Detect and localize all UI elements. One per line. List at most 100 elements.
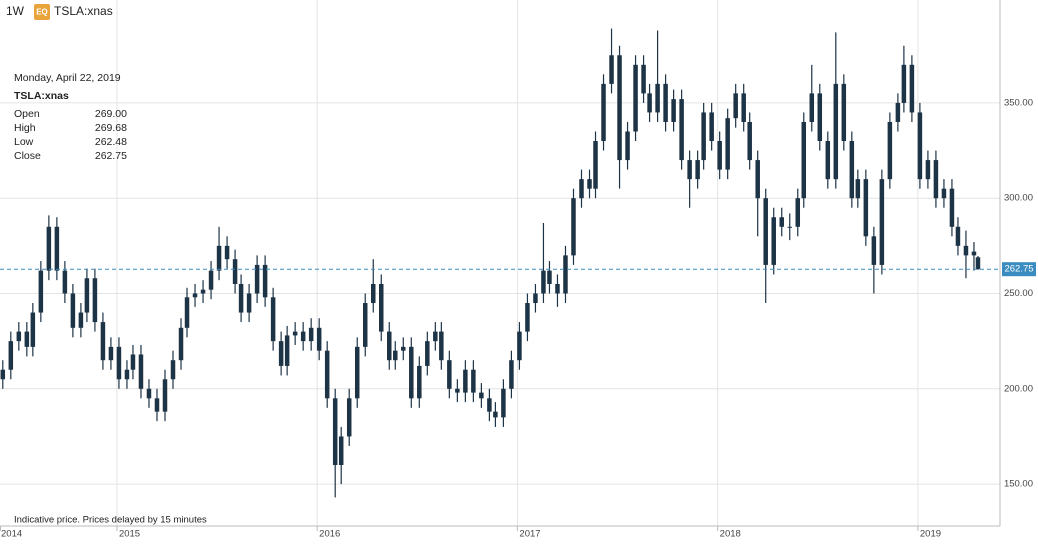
candle-body [393, 350, 398, 361]
candle-body [795, 198, 801, 227]
candle-body [246, 293, 252, 313]
candle-body [409, 346, 414, 399]
symbol[interactable]: TSLA:xnas [54, 4, 113, 18]
candle-body [571, 198, 576, 256]
tooltip-label: High [14, 122, 36, 134]
candle-body [362, 303, 368, 347]
candle-body [971, 251, 977, 256]
candle-body [841, 83, 847, 142]
candle-body [741, 93, 746, 122]
candle-body [541, 270, 546, 294]
interval[interactable]: 1W [6, 4, 25, 18]
candle-body [525, 303, 530, 332]
last-price-box [1002, 262, 1036, 277]
candle-body [901, 64, 907, 103]
candle-body [124, 369, 130, 380]
candle-body [224, 245, 230, 260]
candle-body [849, 141, 855, 199]
candle-body [655, 83, 660, 113]
candle-body [641, 64, 646, 94]
candle-body [38, 270, 44, 313]
candle-body [787, 226, 792, 228]
candle-body [501, 388, 506, 418]
candle-body [855, 179, 861, 199]
candle-body [695, 160, 700, 180]
candle-body [232, 259, 238, 284]
candle-body [16, 331, 22, 342]
candle-body [324, 350, 330, 399]
candle-body [354, 346, 360, 399]
candle-body [463, 369, 468, 393]
y-tick-label: 150.00 [1004, 479, 1033, 490]
x-tick-label: 2019 [920, 529, 941, 540]
candle-body [533, 293, 538, 304]
candle-body [387, 331, 392, 361]
candle-body [909, 64, 915, 113]
candle-body [278, 341, 284, 366]
tooltip-value: 262.48 [95, 136, 127, 148]
candle-body [379, 283, 384, 332]
candle-body [54, 226, 60, 271]
candle-body [887, 121, 893, 180]
candle-body [701, 112, 706, 161]
candle-body [771, 217, 776, 265]
candle-body [755, 160, 760, 199]
last-price-label: 262.75 [1004, 264, 1033, 275]
candle-body [717, 141, 722, 170]
candle-body [433, 331, 438, 342]
candle-body [955, 226, 961, 246]
candle-body [62, 270, 68, 294]
candle-body [609, 55, 614, 84]
candle-body [316, 327, 322, 351]
candle-body [284, 335, 290, 366]
badge-bg [34, 4, 50, 20]
candle-body [170, 360, 176, 380]
badge: EQ [36, 8, 48, 17]
candle-body [547, 270, 552, 284]
candle-body [208, 270, 214, 290]
tooltip-rows: Open 269.00 High 269.68 Low 262.48 Close 262.75 [14, 108, 127, 162]
y-tick-label: 200.00 [1004, 383, 1033, 394]
candle-body [184, 297, 190, 328]
candle-body [633, 64, 638, 132]
candle-body [975, 257, 981, 270]
candle-body [425, 341, 430, 366]
candle-body [625, 131, 630, 161]
candle-body [471, 369, 476, 393]
candle-body [332, 398, 338, 466]
tooltip-label: Open [14, 108, 40, 120]
candle-body [84, 278, 90, 313]
candle-body [92, 278, 98, 323]
candle-body [238, 283, 244, 313]
candle-body [108, 346, 114, 361]
candle-body [871, 236, 877, 265]
tooltip-value: 262.75 [95, 150, 127, 162]
candles: 262.75 [0, 28, 1036, 498]
candle-body [370, 283, 376, 304]
candle-body [262, 264, 268, 298]
candle-body [579, 179, 584, 199]
candle-body [917, 112, 923, 180]
candle-body [200, 289, 206, 294]
candle-body [617, 55, 622, 161]
candle-body [509, 360, 514, 389]
y-tick-label: 300.00 [1004, 193, 1033, 204]
candle-body [8, 341, 14, 370]
candle-body [933, 160, 939, 199]
candle-body [216, 245, 222, 271]
candle-body [593, 141, 598, 189]
candle-body [801, 121, 807, 199]
candle-body [687, 160, 692, 180]
candle-body [709, 112, 714, 142]
x-tick-label: 2017 [519, 529, 540, 540]
x-tick-label: 2018 [720, 529, 741, 540]
candle-body [671, 99, 676, 122]
candle-body [270, 297, 276, 342]
candle-body [809, 93, 815, 122]
candle-body [254, 264, 260, 294]
candle-body [417, 365, 422, 399]
candle-body [517, 331, 522, 361]
candle-body [0, 369, 6, 380]
candle-body [733, 93, 738, 119]
